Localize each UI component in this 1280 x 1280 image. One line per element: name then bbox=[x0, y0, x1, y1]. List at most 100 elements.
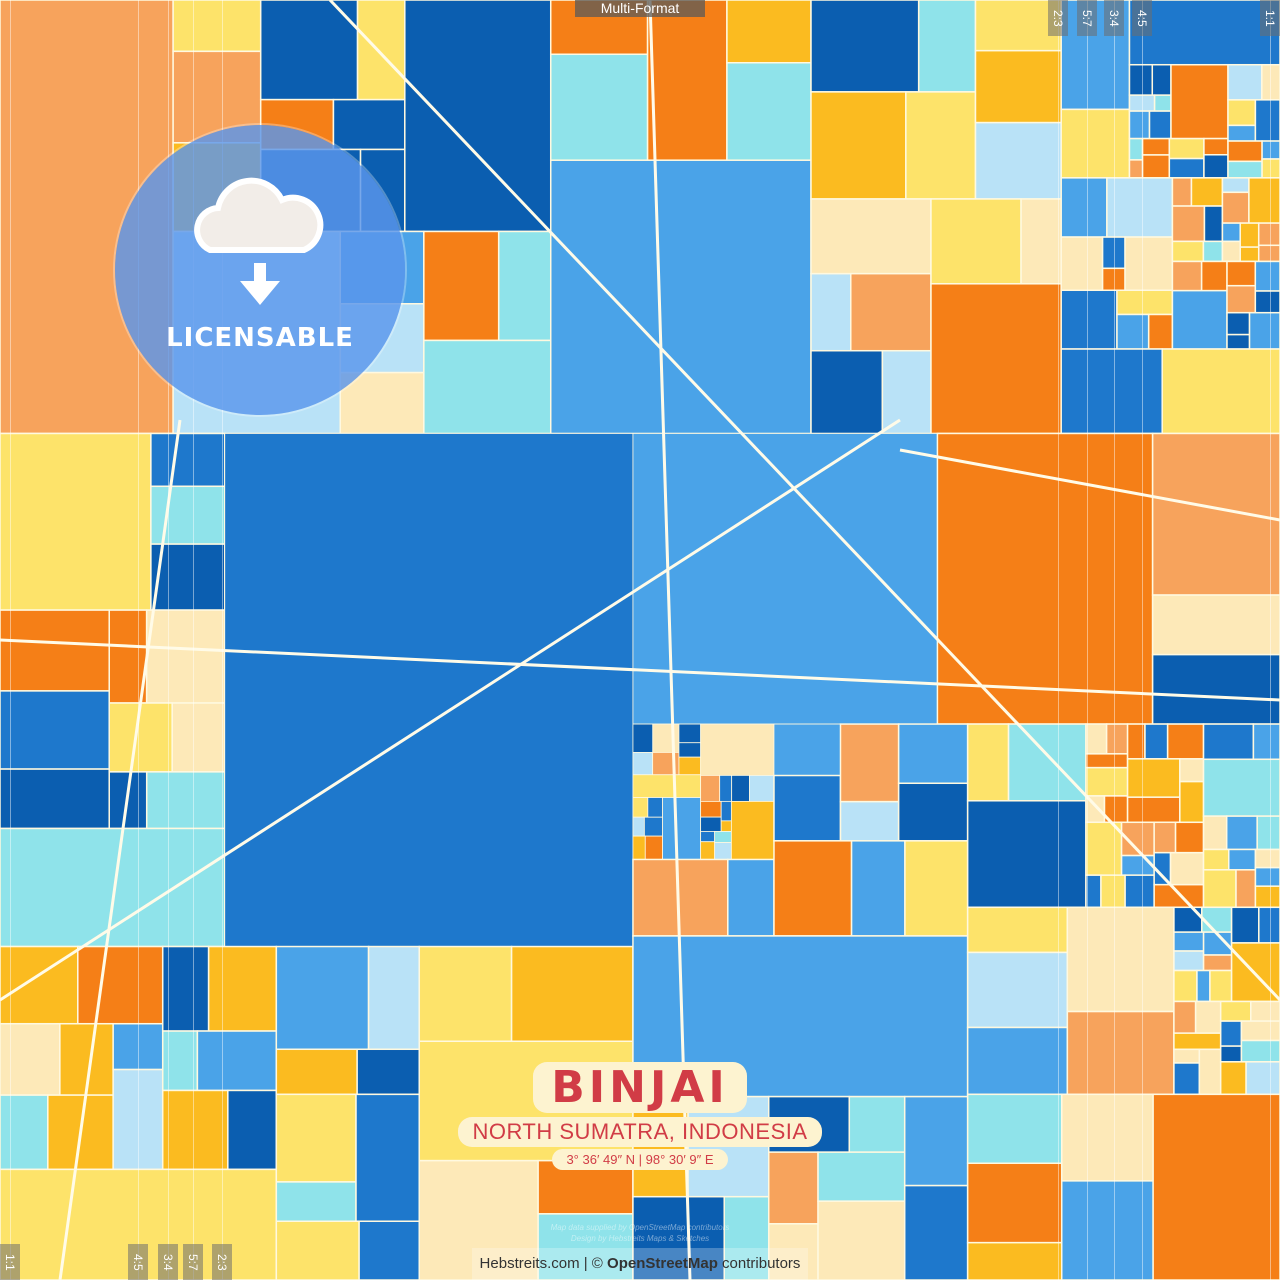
map-block bbox=[418, 945, 513, 1043]
map-block bbox=[1202, 723, 1255, 761]
map-block bbox=[1173, 931, 1205, 952]
map-block bbox=[1153, 821, 1177, 854]
map-block bbox=[1173, 1048, 1201, 1064]
badge-label: LICENSABLE bbox=[166, 323, 354, 353]
map-block bbox=[1240, 1020, 1280, 1042]
map-block bbox=[720, 820, 732, 832]
map-block bbox=[1168, 137, 1205, 160]
aspect-guide-line bbox=[1142, 0, 1143, 1280]
map-block bbox=[1248, 177, 1280, 224]
map-block bbox=[1202, 954, 1233, 972]
map-block bbox=[1085, 723, 1108, 755]
map-block bbox=[1147, 313, 1174, 350]
aspect-guide-line bbox=[10, 0, 11, 1280]
map-block bbox=[1171, 289, 1228, 350]
map-block bbox=[966, 723, 1010, 802]
site-link[interactable]: Hebstreits.com bbox=[479, 1255, 580, 1272]
map-block bbox=[773, 723, 841, 776]
aspect-guide-line bbox=[193, 0, 194, 1280]
map-block bbox=[108, 702, 173, 773]
map-block bbox=[1170, 63, 1229, 140]
licensable-badge[interactable]: LICENSABLE bbox=[115, 125, 405, 415]
map-block bbox=[1085, 766, 1129, 797]
map-block bbox=[332, 98, 406, 151]
map-block bbox=[1161, 348, 1280, 435]
map-block bbox=[423, 230, 500, 342]
map-block bbox=[1239, 222, 1260, 248]
map-block bbox=[0, 609, 110, 692]
format-tab[interactable]: Multi-Format bbox=[575, 0, 705, 17]
region-name: NORTH SUMATRA, INDONESIA bbox=[458, 1117, 822, 1147]
map-block bbox=[700, 816, 722, 832]
osm-link[interactable]: OpenStreetMap bbox=[607, 1255, 718, 1272]
map-block bbox=[810, 272, 852, 352]
map-block bbox=[1254, 260, 1280, 292]
map-block bbox=[275, 945, 370, 1051]
map-block bbox=[275, 1181, 357, 1222]
map-block bbox=[1226, 333, 1251, 350]
map-block bbox=[1116, 289, 1174, 316]
map-block bbox=[1124, 874, 1155, 909]
map-block bbox=[549, 159, 812, 435]
map-block bbox=[1141, 154, 1171, 179]
map-block bbox=[700, 775, 721, 802]
map-block bbox=[1209, 969, 1233, 1003]
map-block bbox=[1060, 289, 1118, 350]
map-block bbox=[224, 433, 634, 947]
map-block bbox=[974, 49, 1062, 124]
map-block bbox=[726, 0, 812, 64]
map-block bbox=[850, 272, 932, 352]
map-block bbox=[1227, 140, 1263, 163]
map-block bbox=[1194, 1000, 1222, 1034]
map-attribution-faint: Map data supplied by OpenStreetMap contr… bbox=[500, 1222, 780, 1244]
map-block bbox=[966, 951, 1069, 1029]
map-block bbox=[810, 0, 920, 93]
map-block bbox=[1151, 594, 1280, 656]
map-block bbox=[1228, 848, 1257, 871]
map-block bbox=[1254, 99, 1280, 142]
map-block bbox=[1153, 94, 1172, 112]
credits: Hebstreits.com | © OpenStreetMap contrib… bbox=[0, 1248, 1280, 1280]
map-block bbox=[1148, 110, 1172, 140]
map-block bbox=[1245, 1061, 1280, 1096]
aspect-guide-line bbox=[1270, 0, 1271, 1280]
map-block bbox=[839, 800, 900, 842]
map-block bbox=[1120, 854, 1155, 876]
map-block bbox=[662, 797, 702, 860]
map-block bbox=[1227, 99, 1257, 127]
map-block bbox=[966, 906, 1069, 954]
map-block bbox=[1152, 1093, 1280, 1280]
map-block bbox=[1174, 821, 1205, 854]
map-block bbox=[1171, 177, 1193, 207]
map-block bbox=[719, 775, 733, 802]
map-block bbox=[1219, 1020, 1243, 1047]
map-block bbox=[150, 485, 226, 545]
map-block bbox=[897, 782, 969, 842]
map-block bbox=[1248, 311, 1280, 350]
map-block bbox=[1173, 1062, 1201, 1096]
map-block bbox=[145, 771, 226, 830]
map-block bbox=[1128, 63, 1154, 96]
map-block bbox=[1173, 969, 1198, 1003]
map-block bbox=[1202, 869, 1237, 909]
map-block bbox=[903, 1095, 969, 1187]
map-block bbox=[917, 0, 977, 93]
map-block bbox=[1066, 1010, 1175, 1096]
map-block bbox=[1203, 205, 1224, 243]
map-block bbox=[727, 858, 775, 937]
map-block bbox=[1173, 1000, 1197, 1034]
map-block bbox=[632, 797, 649, 818]
map-block bbox=[171, 702, 226, 773]
map-block bbox=[1007, 723, 1087, 802]
map-block bbox=[1085, 821, 1123, 876]
map-block bbox=[0, 1094, 49, 1171]
map-block bbox=[839, 723, 900, 803]
map-block bbox=[720, 800, 732, 822]
map-block bbox=[652, 723, 680, 753]
map-block bbox=[1179, 758, 1205, 783]
aspect-guide-line bbox=[222, 0, 223, 1280]
map-block bbox=[773, 774, 842, 842]
map-block bbox=[1254, 866, 1280, 887]
map-block bbox=[0, 768, 110, 830]
